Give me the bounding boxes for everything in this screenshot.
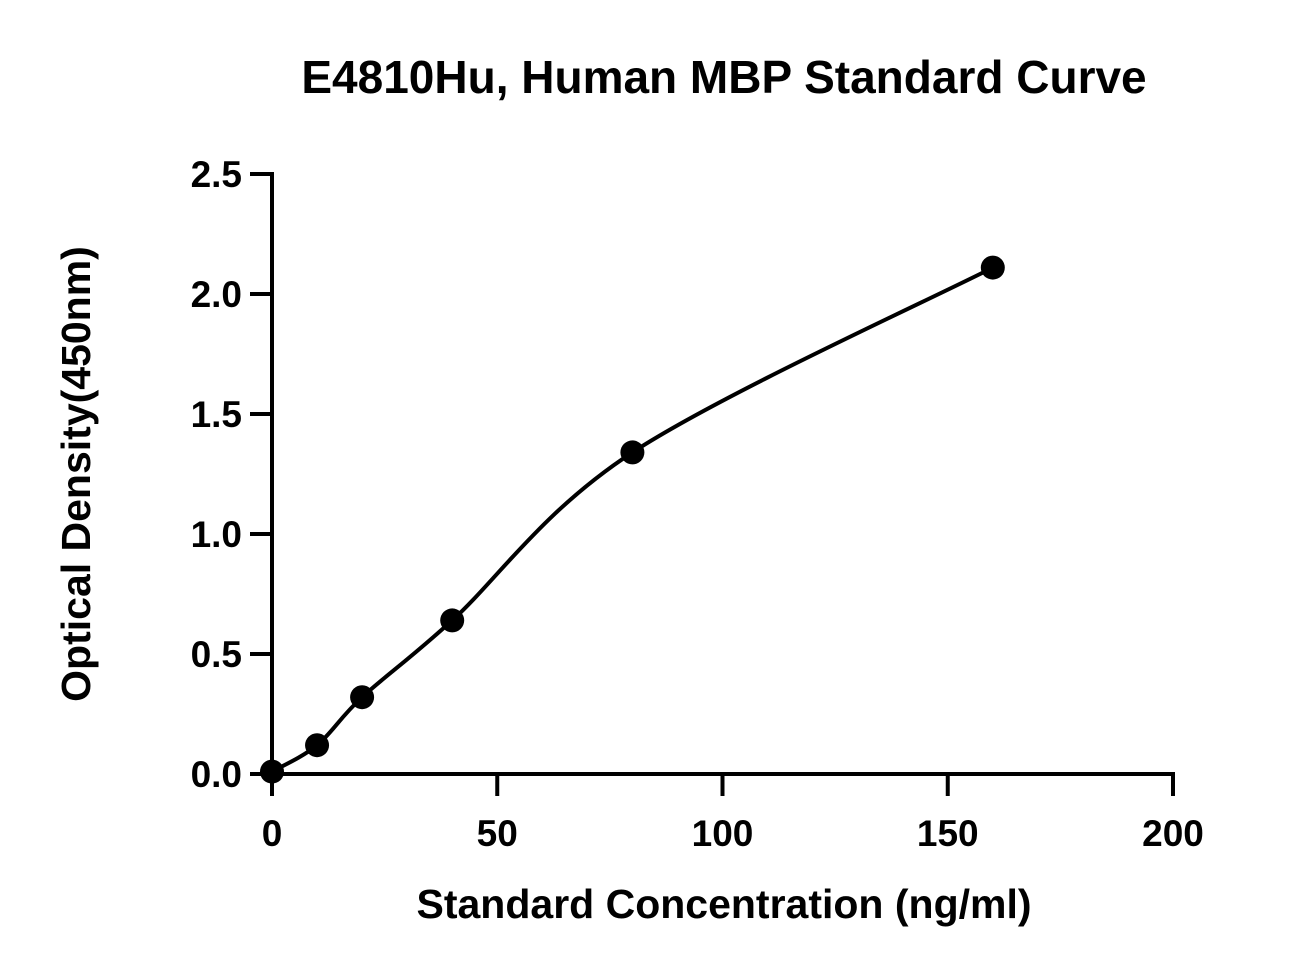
- y-tick-label: 2.5: [191, 154, 242, 195]
- data-point: [260, 759, 284, 784]
- data-point: [305, 733, 330, 758]
- data-point: [350, 685, 375, 710]
- data-point: [620, 440, 645, 465]
- y-tick-label: 1.0: [191, 514, 242, 555]
- y-tick-label: 0.5: [191, 634, 242, 675]
- x-tick-label: 150: [917, 813, 979, 854]
- x-axis-label: Standard Concentration (ng/ml): [417, 881, 1032, 927]
- y-tick-label: 1.5: [191, 394, 242, 435]
- x-tick-label: 200: [1142, 813, 1204, 854]
- chart-title: E4810Hu, Human MBP Standard Curve: [301, 51, 1146, 103]
- data-point: [440, 608, 465, 633]
- data-points: [260, 255, 1005, 784]
- x-tick-label: 50: [477, 813, 518, 854]
- y-tick-label: 2.0: [191, 274, 242, 315]
- x-tick-label: 100: [692, 813, 754, 854]
- fit-curve: [270, 265, 995, 774]
- data-point: [980, 255, 1005, 280]
- ticks: 0 50 100 150 200 0.0 0.5 1.0 1.5 2.0 2.5: [191, 154, 1204, 854]
- axes: [270, 172, 1175, 776]
- fit-curve-layer: [270, 265, 995, 774]
- y-tick-label: 0.0: [191, 754, 242, 795]
- y-axis-label: Optical Density(450nm): [53, 246, 99, 702]
- x-tick-label: 0: [262, 813, 283, 854]
